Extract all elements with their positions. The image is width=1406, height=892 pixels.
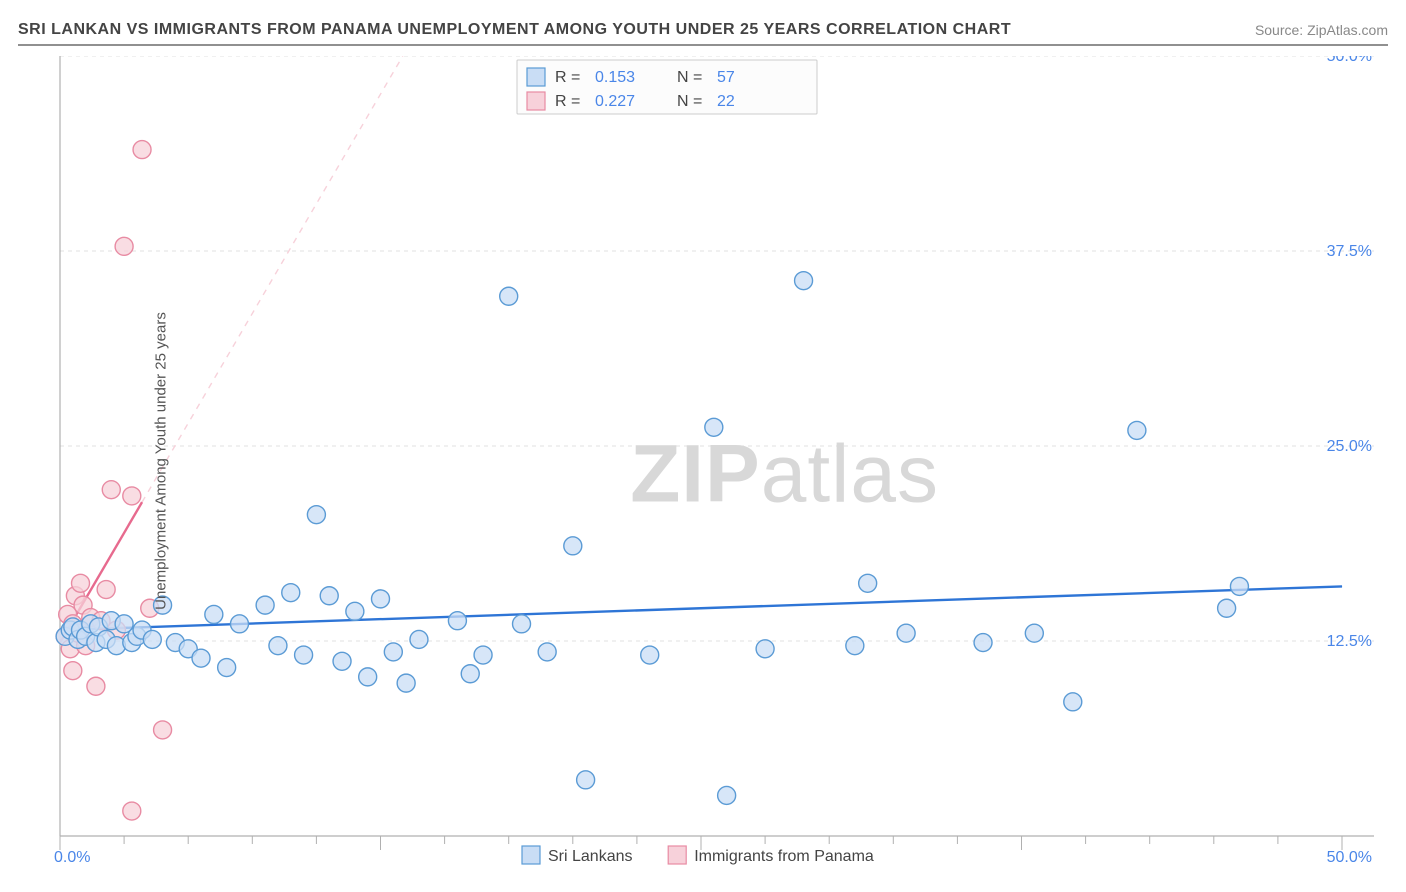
svg-text:57: 57: [717, 69, 735, 86]
svg-text:N =: N =: [677, 93, 702, 110]
y-axis-label: Unemployment Among Youth under 25 years: [152, 312, 169, 610]
svg-text:0.0%: 0.0%: [54, 849, 90, 866]
svg-text:25.0%: 25.0%: [1327, 438, 1372, 455]
svg-text:ZIPatlas: ZIPatlas: [630, 429, 939, 520]
svg-text:50.0%: 50.0%: [1327, 849, 1372, 866]
svg-text:22: 22: [717, 93, 735, 110]
svg-text:R =: R =: [555, 69, 580, 86]
svg-text:50.0%: 50.0%: [1327, 56, 1372, 65]
chart-title: SRI LANKAN VS IMMIGRANTS FROM PANAMA UNE…: [18, 21, 1011, 39]
svg-text:Immigrants from Panama: Immigrants from Panama: [694, 848, 874, 865]
svg-text:0.227: 0.227: [595, 93, 635, 110]
svg-text:N =: N =: [677, 69, 702, 86]
svg-text:0.153: 0.153: [595, 69, 635, 86]
scatter-plot: 12.5% 25.0% 37.5% 50.0% 0.0% 50.0% ZIPatlas R =…: [52, 56, 1384, 866]
svg-text:Sri Lankans: Sri Lankans: [548, 848, 633, 865]
svg-text:R =: R =: [555, 93, 580, 110]
chart-area: Unemployment Among Youth under 25 years …: [52, 56, 1384, 866]
svg-text:12.5%: 12.5%: [1327, 633, 1372, 650]
source-label: Source: ZipAtlas.com: [1255, 22, 1388, 38]
svg-text:37.5%: 37.5%: [1327, 243, 1372, 260]
title-bar: SRI LANKAN VS IMMIGRANTS FROM PANAMA UNE…: [18, 20, 1388, 46]
